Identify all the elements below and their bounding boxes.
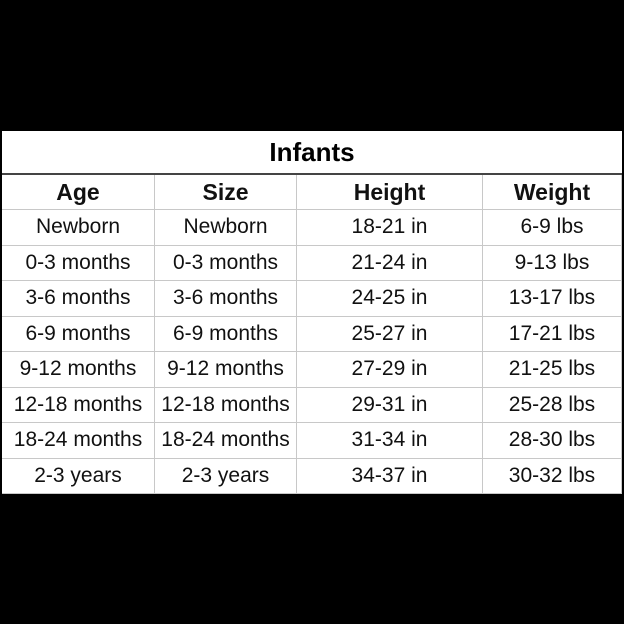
- table-cell: 2-3 years: [155, 458, 297, 494]
- table-cell: 9-12 months: [2, 352, 155, 388]
- table-cell: 13-17 lbs: [483, 281, 622, 317]
- table-cell: 21-24 in: [297, 245, 483, 281]
- column-header: Weight: [483, 175, 622, 210]
- table-cell: 0-3 months: [2, 245, 155, 281]
- table-cell: 12-18 months: [155, 387, 297, 423]
- table-cell: 31-34 in: [297, 423, 483, 459]
- table-cell: 25-27 in: [297, 316, 483, 352]
- table-cell: Newborn: [155, 210, 297, 246]
- column-header: Size: [155, 175, 297, 210]
- table-cell: 6-9 months: [2, 316, 155, 352]
- table-cell: 29-31 in: [297, 387, 483, 423]
- table-cell: 18-24 months: [155, 423, 297, 459]
- table-cell: 24-25 in: [297, 281, 483, 317]
- table-cell: 34-37 in: [297, 458, 483, 494]
- column-header: Age: [2, 175, 155, 210]
- column-header: Height: [297, 175, 483, 210]
- table-cell: 9-13 lbs: [483, 245, 622, 281]
- table-cell: 6-9 months: [155, 316, 297, 352]
- table-cell: 28-30 lbs: [483, 423, 622, 459]
- table-title: Infants: [2, 131, 622, 175]
- table-cell: 18-21 in: [297, 210, 483, 246]
- table-cell: 3-6 months: [2, 281, 155, 317]
- table-cell: Newborn: [2, 210, 155, 246]
- table-cell: 6-9 lbs: [483, 210, 622, 246]
- table-cell: 12-18 months: [2, 387, 155, 423]
- table-cell: 25-28 lbs: [483, 387, 622, 423]
- table-cell: 21-25 lbs: [483, 352, 622, 388]
- table-cell: 2-3 years: [2, 458, 155, 494]
- table-cell: 17-21 lbs: [483, 316, 622, 352]
- table-cell: 27-29 in: [297, 352, 483, 388]
- size-table: Infants Age Size Height Weight Newborn Newbor…: [2, 131, 622, 494]
- table-cell: 18-24 months: [2, 423, 155, 459]
- table-cell: 0-3 months: [155, 245, 297, 281]
- table-cell: 3-6 months: [155, 281, 297, 317]
- table-cell: 30-32 lbs: [483, 458, 622, 494]
- table-cell: 9-12 months: [155, 352, 297, 388]
